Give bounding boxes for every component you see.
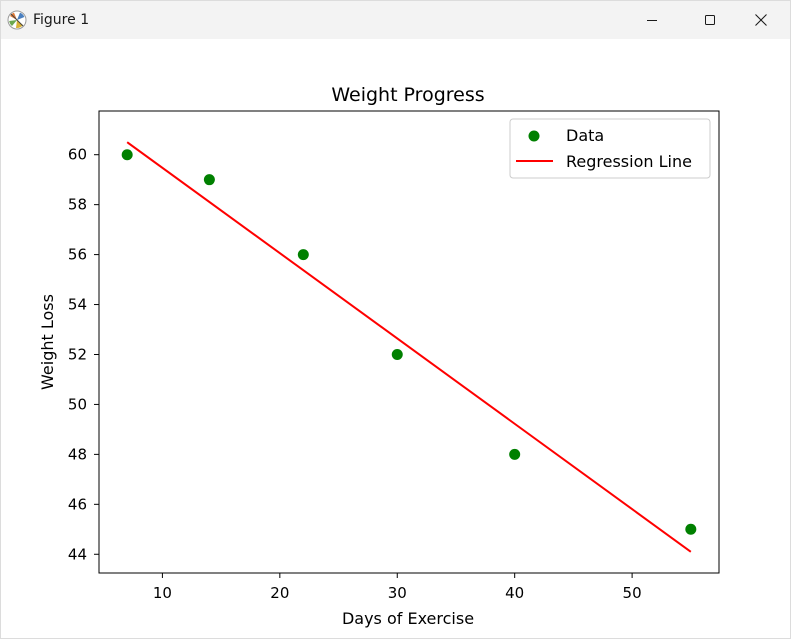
window-title: Figure 1: [33, 12, 90, 28]
y-axis-label: Weight Loss: [38, 294, 57, 390]
data-point-1: [121, 149, 133, 161]
y-tick-label: 50: [68, 395, 87, 413]
chart-title: Weight Progress: [331, 84, 484, 106]
minimize-button[interactable]: [623, 1, 681, 39]
axes-frame: [98, 110, 720, 574]
y-tick-label: 60: [68, 146, 87, 164]
legend-label-data: Data: [566, 126, 604, 145]
data-point-2: [203, 174, 215, 186]
x-tick-label: 20: [270, 584, 289, 602]
y-tick-label: 52: [68, 345, 87, 363]
x-axis-label: Days of Exercise: [342, 609, 474, 628]
minimize-icon: [647, 20, 657, 21]
y-tick-label: 58: [68, 196, 87, 214]
legend-label-regression: Regression Line: [566, 152, 692, 171]
legend-marker-data: [528, 130, 540, 142]
data-point-3: [297, 249, 309, 261]
y-tick-label: 44: [68, 545, 87, 563]
y-tick-label: 56: [68, 246, 87, 264]
close-button[interactable]: [732, 1, 790, 39]
data-point-5: [509, 448, 521, 460]
maximize-button[interactable]: [681, 1, 739, 39]
matplotlib-figure-icon: [7, 10, 27, 30]
legend: Data Regression Line: [509, 118, 711, 179]
axis-ticks: 10 20 30 40 50 44 46 48 50 52 54 56 58 60: [68, 146, 642, 602]
plot-marks: [121, 141, 697, 553]
x-tick-label: 50: [623, 584, 642, 602]
y-tick-label: 46: [68, 495, 87, 513]
scatter-chart: Weight Progress 10 20 30 40 50 44 46 48 50 52 54 56…: [38, 84, 720, 628]
data-point-6: [685, 523, 697, 535]
y-tick-label: 48: [68, 445, 87, 463]
figure-canvas[interactable]: Weight Progress 10 20 30 40 50 44 46 48 50 52 54 56…: [1, 39, 790, 638]
maximize-icon: [705, 15, 715, 25]
close-icon: [755, 14, 767, 26]
y-tick-label: 54: [68, 296, 87, 314]
legend-box: [509, 118, 711, 179]
regression-line: [126, 141, 692, 553]
data-point-4: [391, 348, 403, 360]
title-bar[interactable]: Figure 1: [1, 1, 790, 39]
x-tick-label: 10: [153, 584, 172, 602]
x-tick-label: 40: [505, 584, 524, 602]
x-tick-label: 30: [388, 584, 407, 602]
